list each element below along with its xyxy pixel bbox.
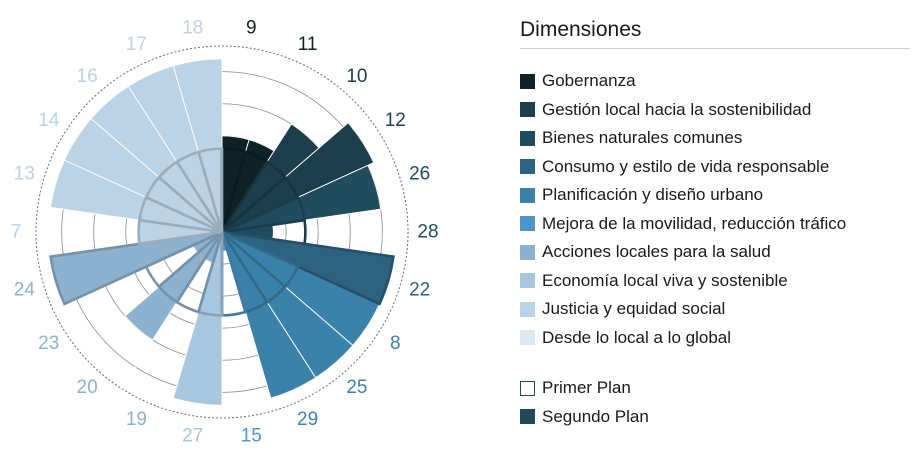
legend-item: Consumo y estilo de vida responsable xyxy=(520,153,910,182)
legend-item: Gobernanza xyxy=(520,67,910,96)
legend-swatch xyxy=(520,130,535,146)
legend-item: Desde lo local a lo global xyxy=(520,324,910,353)
sector-label: 25 xyxy=(346,377,367,398)
legend-label: Bienes naturales comunes xyxy=(542,128,743,148)
sector-label: 14 xyxy=(38,110,60,131)
legend-label: Desde lo local a lo global xyxy=(542,327,732,347)
sector-label: 16 xyxy=(77,66,98,87)
sector-label: 26 xyxy=(409,163,430,184)
legend-swatch xyxy=(520,73,535,89)
sector-label: 23 xyxy=(38,333,59,354)
legend-item: Economía local viva y sostenible xyxy=(520,267,910,296)
legend: Dimensiones Gobernanza Gestión local haci… xyxy=(520,18,910,431)
legend-swatch xyxy=(520,159,535,175)
legend-swatch-outline xyxy=(520,380,535,396)
legend-label: Segundo Plan xyxy=(542,406,649,426)
legend-label: Primer Plan xyxy=(542,378,631,398)
legend-label: Gestión local hacia la sostenibilidad xyxy=(542,99,812,119)
sector-label: 11 xyxy=(298,34,318,55)
sector-label: 20 xyxy=(77,377,98,398)
legend-swatch xyxy=(520,273,535,289)
legend-item: Planificación y diseño urbano xyxy=(520,181,910,210)
sector-label: 9 xyxy=(246,18,257,39)
legend-swatch xyxy=(520,216,535,232)
bar-primer-plan xyxy=(49,230,223,306)
legend-dimensions: Gobernanza Gestión local hacia la sosteni… xyxy=(520,67,910,352)
sector-label: 28 xyxy=(417,222,438,243)
legend-swatch xyxy=(520,102,535,118)
sector-label: 15 xyxy=(241,425,262,446)
bar-primer-plan xyxy=(196,147,224,233)
bar-primer-plan xyxy=(221,230,395,306)
sector-label: 24 xyxy=(14,280,36,301)
legend-label: Consumo y estilo de vida responsable xyxy=(542,156,830,176)
legend-swatch xyxy=(520,301,535,317)
sector-label: 13 xyxy=(14,163,35,184)
legend-item: Acciones locales para la salud xyxy=(520,238,910,267)
legend-label: Economía local viva y sostenible xyxy=(542,270,788,290)
legend-swatch xyxy=(520,330,535,346)
legend-swatch xyxy=(520,187,535,203)
sector-label: 12 xyxy=(385,110,406,131)
legend-plans: Primer Plan Segundo Plan xyxy=(520,374,910,431)
legend-swatch xyxy=(520,244,535,260)
legend-label: Gobernanza xyxy=(542,71,636,91)
legend-title: Dimensiones xyxy=(520,18,910,49)
radial-bar-chart: 9 11 10 12 26 28 22 8 25 29 15 27 19 20 23 24 7 13 14 16 17 1… xyxy=(11,18,439,447)
legend-label: Mejora de la movilidad, reducción tráfic… xyxy=(542,213,847,233)
sector-label: 22 xyxy=(409,280,430,301)
legend-swatch-filled xyxy=(520,409,535,425)
legend-label: Planificación y diseño urbano xyxy=(542,185,764,205)
sector-label: 27 xyxy=(182,425,203,446)
legend-item: Mejora de la movilidad, reducción tráfic… xyxy=(520,210,910,239)
sector-label: 29 xyxy=(297,409,318,430)
sector-label: 19 xyxy=(126,409,147,430)
legend-label: Acciones locales para la salud xyxy=(542,242,771,262)
sector-label: 7 xyxy=(11,222,22,243)
legend-label: Justicia y equidad social xyxy=(542,299,726,319)
legend-item: Bienes naturales comunes xyxy=(520,124,910,153)
legend-item: Justicia y equidad social xyxy=(520,295,910,324)
sector-label: 17 xyxy=(126,34,147,55)
sector-label: 10 xyxy=(346,66,367,87)
sector-label: 18 xyxy=(182,18,203,39)
legend-item-primer-plan: Primer Plan xyxy=(520,374,910,403)
legend-item-segundo-plan: Segundo Plan xyxy=(520,403,910,432)
legend-item: Gestión local hacia la sostenibilidad xyxy=(520,96,910,125)
sector-label: 8 xyxy=(390,333,401,354)
